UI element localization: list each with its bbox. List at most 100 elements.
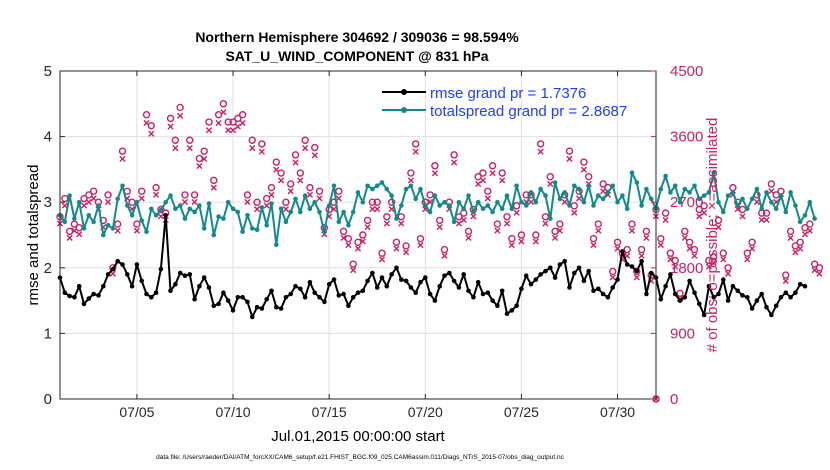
rmse-point: [769, 312, 774, 318]
obs-possible-marker: [181, 191, 189, 199]
rmse-point: [485, 290, 491, 296]
rmse-point: [672, 291, 678, 297]
rmse-point: [110, 266, 116, 272]
totalspread-point: [562, 190, 567, 195]
obs-assimilated-marker: [638, 252, 645, 259]
totalspread-point: [298, 209, 303, 215]
obs-assimilated-marker: [263, 202, 270, 209]
obs-assimilated-marker: [460, 216, 467, 224]
rmse-point: [634, 268, 640, 274]
rmse-point: [283, 295, 289, 300]
obs-possible-marker: [762, 209, 771, 217]
totalspread-point: [72, 216, 77, 221]
x-tick-label: 07/25: [504, 404, 539, 420]
totalspread-point: [322, 229, 327, 234]
rmse-point: [793, 290, 798, 296]
obs-assimilated-marker: [167, 123, 174, 130]
rmse-point: [437, 283, 443, 289]
obs-possible-marker: [556, 220, 564, 228]
obs-assimilated-marker: [782, 277, 789, 285]
obs-assimilated-marker: [80, 202, 88, 209]
obs-assimilated-marker: [672, 263, 679, 270]
rmse-point: [302, 295, 308, 300]
obs-possible-marker: [301, 136, 309, 144]
totalspread-point: [725, 193, 731, 198]
rmse-point: [129, 283, 135, 289]
rmse-point: [336, 293, 342, 298]
obs-assimilated-marker: [643, 234, 650, 241]
totalspread-point: [759, 206, 764, 212]
obs-possible-marker: [782, 271, 790, 279]
rmse-point: [278, 306, 284, 311]
obs-assimilated-marker: [364, 224, 371, 231]
totalspread-point: [96, 203, 101, 208]
obs-assimilated-marker: [85, 198, 92, 206]
totalspread-point: [211, 232, 217, 238]
obs-possible-marker: [157, 205, 165, 214]
obs-possible-marker: [488, 162, 497, 170]
rmse-point: [504, 311, 510, 317]
totalspread-point: [283, 219, 289, 225]
obs-possible-marker: [676, 289, 684, 298]
totalspread-point: [620, 193, 625, 198]
obs-possible-marker: [594, 220, 603, 228]
totalspread-point: [302, 193, 308, 198]
rmse-point: [350, 295, 356, 300]
totalspread-point: [605, 190, 611, 195]
totalspread-point: [797, 219, 803, 225]
totalspread-point: [317, 209, 322, 215]
rmse-point: [615, 277, 620, 282]
rmse-point: [581, 278, 587, 284]
obs-possible-marker: [661, 209, 670, 217]
totalspread-point: [634, 180, 640, 185]
totalspread-point: [288, 209, 294, 215]
rmse-point: [788, 295, 793, 300]
obs-assimilated-marker: [691, 252, 698, 259]
rmse-point: [76, 283, 82, 289]
totalspread-point: [370, 186, 375, 192]
obs-possible-marker: [570, 202, 578, 210]
obs-possible-marker: [315, 187, 324, 195]
rmse-point: [216, 301, 221, 307]
totalspread-point: [365, 183, 370, 189]
obs-possible-marker: [402, 242, 410, 250]
obs-possible-marker: [714, 216, 723, 225]
obs-assimilated-marker: [119, 155, 126, 162]
rmse-point: [259, 306, 265, 311]
obs-possible-marker: [407, 169, 415, 177]
obs-possible-marker: [311, 143, 319, 152]
obs-assimilated-marker: [278, 177, 285, 184]
rmse-point: [264, 297, 270, 302]
totalspread-point: [682, 186, 688, 192]
totalspread-point: [490, 209, 495, 215]
obs-possible-marker: [253, 198, 261, 206]
obs-possible-marker: [657, 234, 665, 243]
obs-assimilated-marker: [571, 209, 578, 216]
totalspread-point: [730, 190, 736, 195]
obs-possible-marker: [214, 111, 223, 119]
rmse-point: [523, 273, 529, 279]
y-axis-label: rmse and totalspread: [25, 165, 42, 306]
y2-tick-label: 0: [670, 391, 678, 408]
obs-assimilated-marker: [374, 206, 381, 213]
obs-assimilated-marker: [527, 198, 535, 206]
obs-assimilated-marker: [451, 159, 458, 166]
obs-assimilated-marker: [76, 231, 83, 238]
obs-possible-marker: [287, 180, 295, 188]
obs-possible-marker: [810, 260, 819, 268]
rmse-point: [552, 275, 558, 280]
rmse-point: [456, 285, 462, 290]
obs-possible-marker: [176, 103, 184, 112]
totalspread-point: [427, 209, 433, 215]
obs-assimilated-marker: [725, 270, 732, 277]
y-tick-label: 1: [44, 325, 52, 342]
totalspread-point: [504, 193, 510, 198]
obs-possible-marker: [532, 231, 540, 239]
totalspread-point: [672, 183, 678, 189]
totalspread-point: [466, 193, 471, 198]
obs-possible-marker: [609, 267, 617, 276]
obs-assimilated-marker: [306, 191, 314, 198]
totalspread-point: [86, 213, 92, 218]
obs-possible-marker: [411, 140, 420, 148]
rmse-point: [677, 298, 683, 303]
